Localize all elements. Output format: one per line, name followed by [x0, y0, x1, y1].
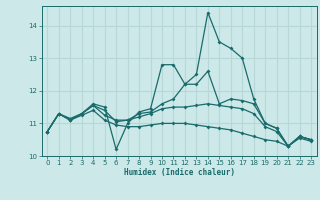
X-axis label: Humidex (Indice chaleur): Humidex (Indice chaleur)	[124, 168, 235, 177]
